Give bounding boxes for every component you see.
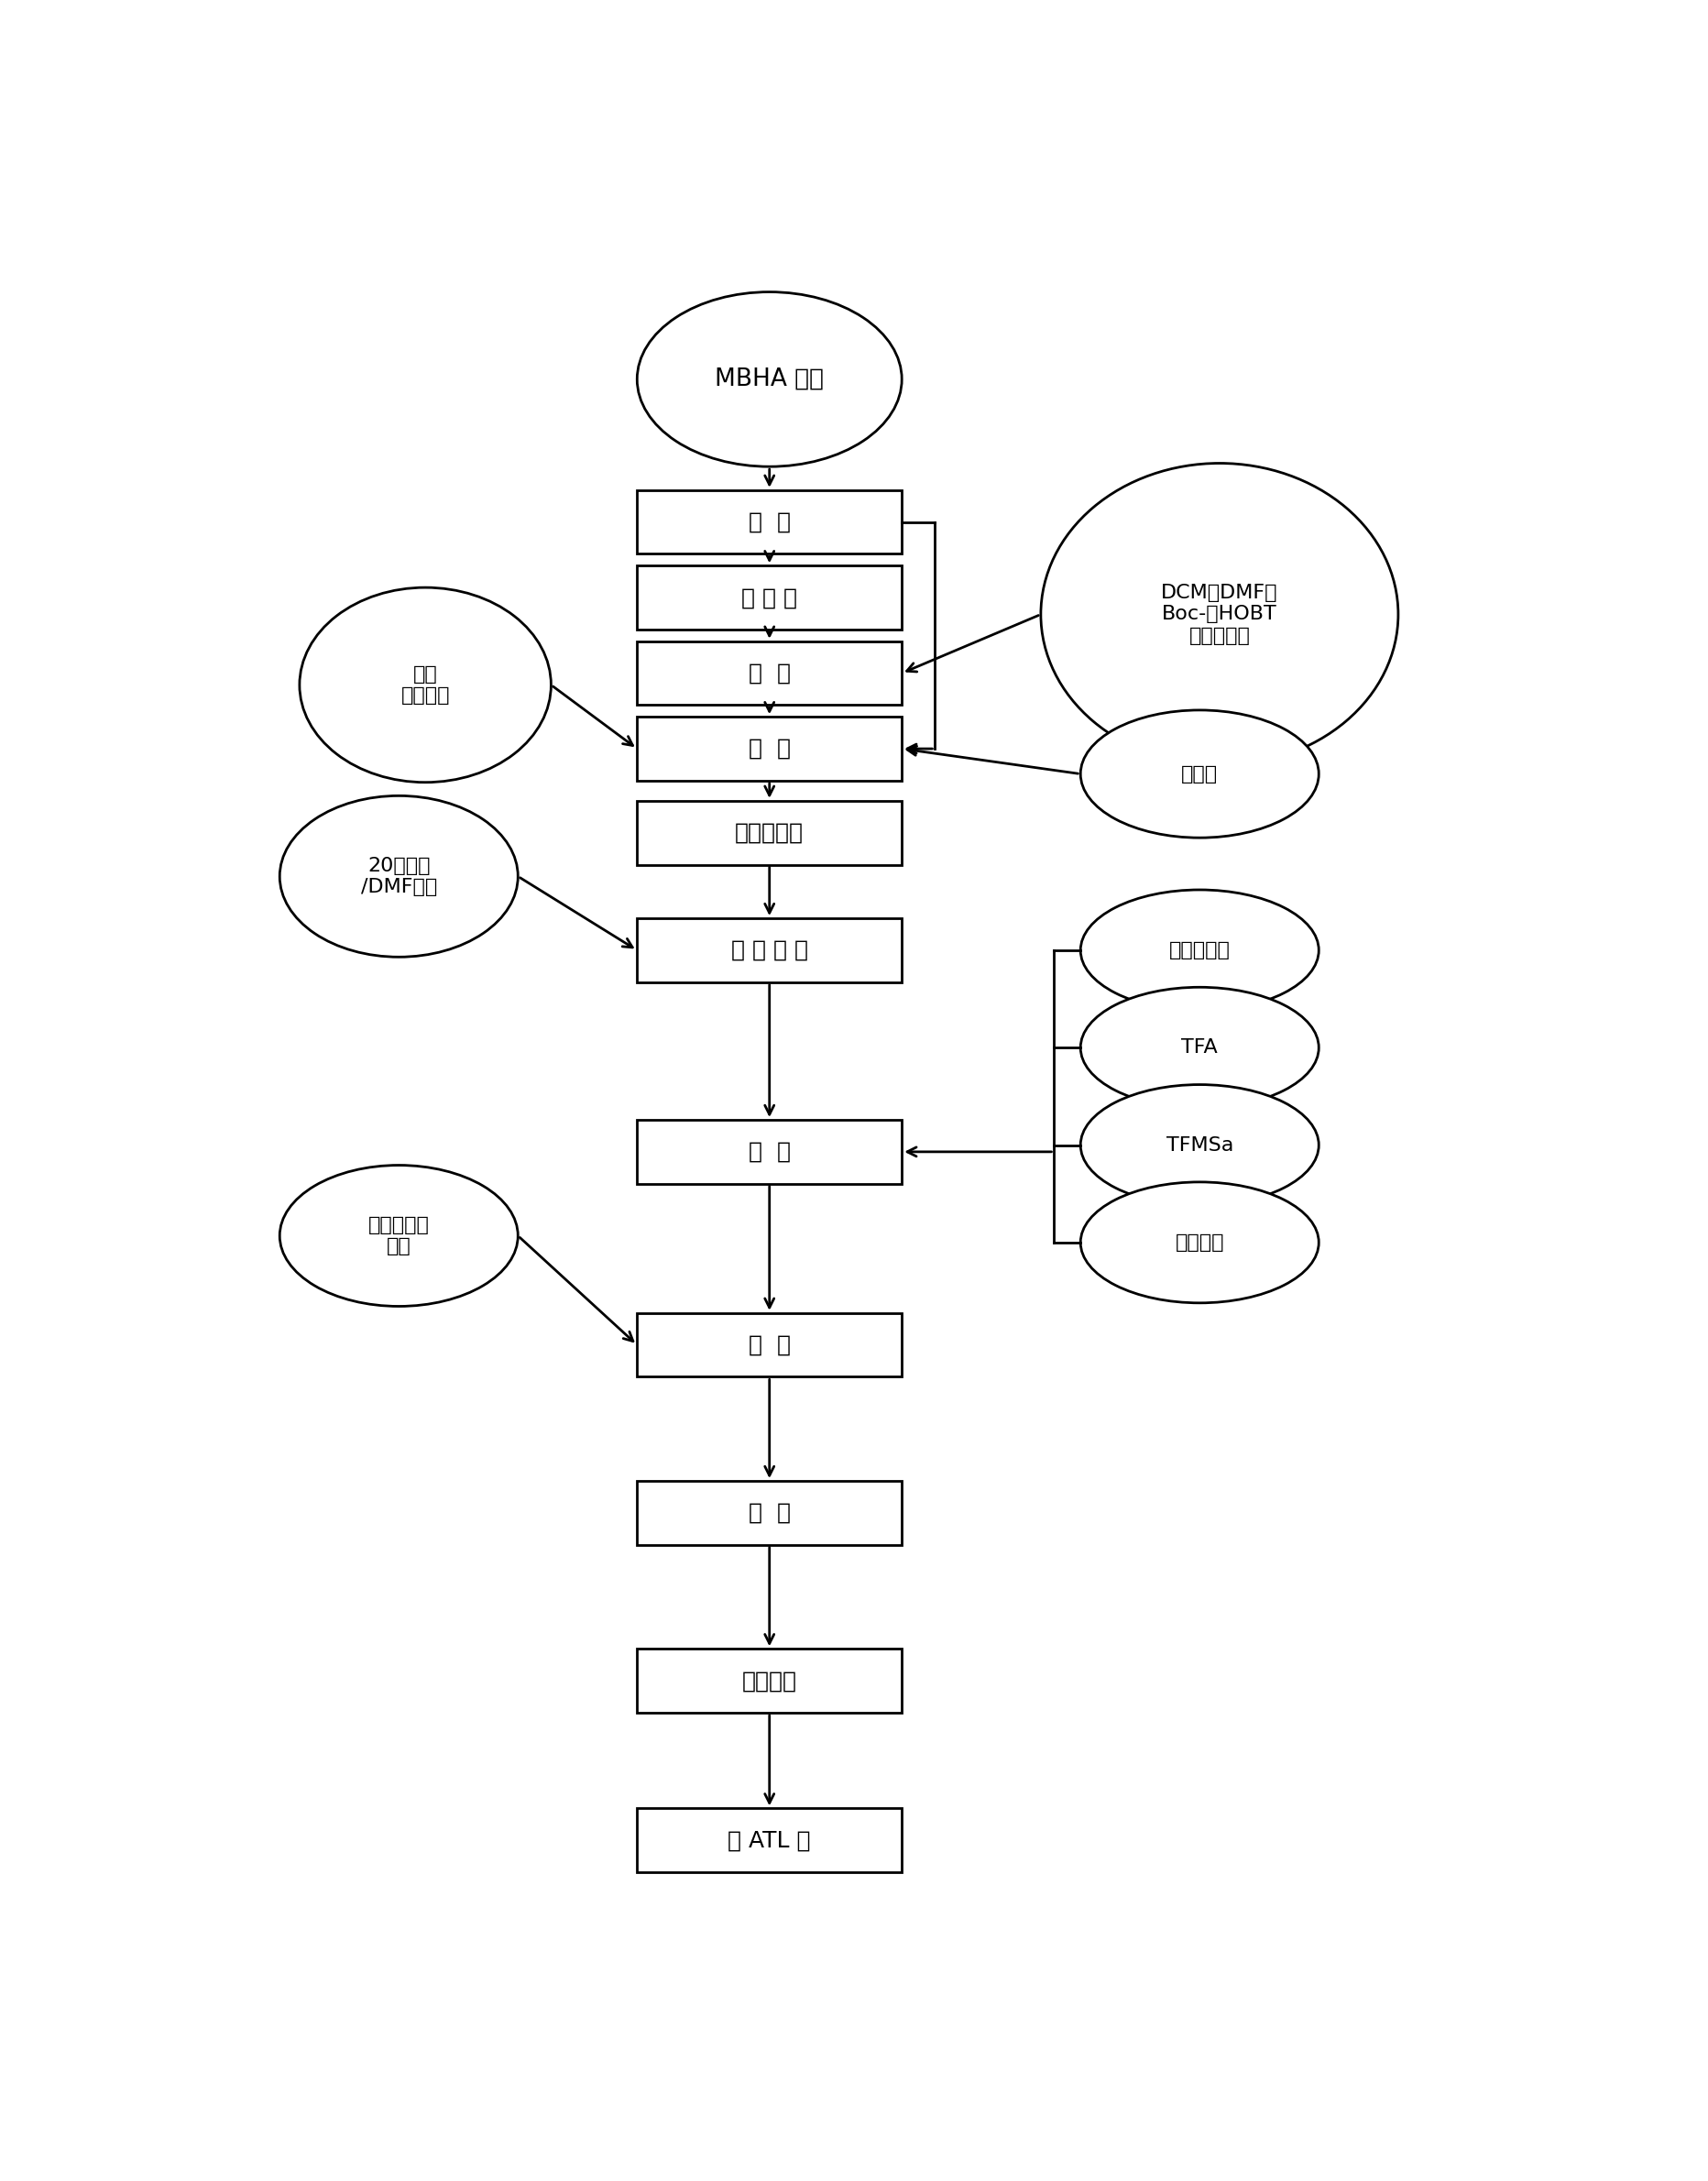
Ellipse shape — [1081, 890, 1319, 1010]
Bar — [637, 918, 902, 981]
Bar — [637, 800, 902, 864]
Bar — [637, 1119, 902, 1184]
Bar — [637, 718, 902, 781]
Text: 硫代苯甲醚: 硫代苯甲醚 — [1168, 940, 1230, 960]
Text: MBHA 树脂: MBHA 树脂 — [716, 366, 823, 390]
Bar — [637, 641, 902, 704]
Text: 切  割: 切 割 — [748, 1141, 791, 1162]
Bar — [637, 491, 902, 554]
Text: 20％哌啶
/DMF溶液: 20％哌啶 /DMF溶液 — [360, 857, 437, 896]
Text: 浓  缩: 浓 缩 — [748, 1503, 791, 1525]
Text: 乙酸酐: 乙酸酐 — [1182, 766, 1218, 783]
Ellipse shape — [299, 587, 552, 783]
Ellipse shape — [280, 1165, 518, 1306]
Bar — [637, 1649, 902, 1712]
Ellipse shape — [1081, 1182, 1319, 1302]
Ellipse shape — [1081, 711, 1319, 838]
Text: 纯  化: 纯 化 — [748, 1335, 791, 1357]
Text: 乙酰化修饰: 乙酰化修饰 — [734, 822, 804, 844]
Text: 冷冻干燥: 冷冻干燥 — [741, 1671, 798, 1692]
Text: TFA: TFA — [1182, 1038, 1218, 1058]
Ellipse shape — [280, 796, 518, 957]
Text: 高效液相色
谱法: 高效液相色 谱法 — [369, 1217, 429, 1256]
Ellipse shape — [1081, 988, 1319, 1108]
Text: 脱 保 护: 脱 保 护 — [741, 587, 798, 608]
Bar — [637, 1808, 902, 1871]
Text: 乙二硫醇: 乙二硫醇 — [1175, 1232, 1225, 1252]
Bar — [637, 1313, 902, 1376]
Text: DCM、DMF、
Boc-、HOBT
等溶剂配制: DCM、DMF、 Boc-、HOBT 等溶剂配制 — [1161, 585, 1278, 646]
Ellipse shape — [1040, 462, 1399, 766]
Text: 洗  涤: 洗 涤 — [748, 663, 791, 685]
Text: 缩  合: 缩 合 — [748, 737, 791, 759]
Text: 保护
氨基酸等: 保护 氨基酸等 — [401, 665, 449, 704]
Bar — [637, 1481, 902, 1544]
Text: 纯 ATL 肽: 纯 ATL 肽 — [728, 1830, 811, 1852]
Text: 缩  合: 缩 合 — [748, 510, 791, 532]
Ellipse shape — [637, 292, 902, 467]
Text: TFMSa: TFMSa — [1167, 1136, 1233, 1154]
Ellipse shape — [1081, 1084, 1319, 1206]
Bar — [637, 565, 902, 630]
Text: 脱 保 护 基: 脱 保 护 基 — [731, 940, 808, 962]
